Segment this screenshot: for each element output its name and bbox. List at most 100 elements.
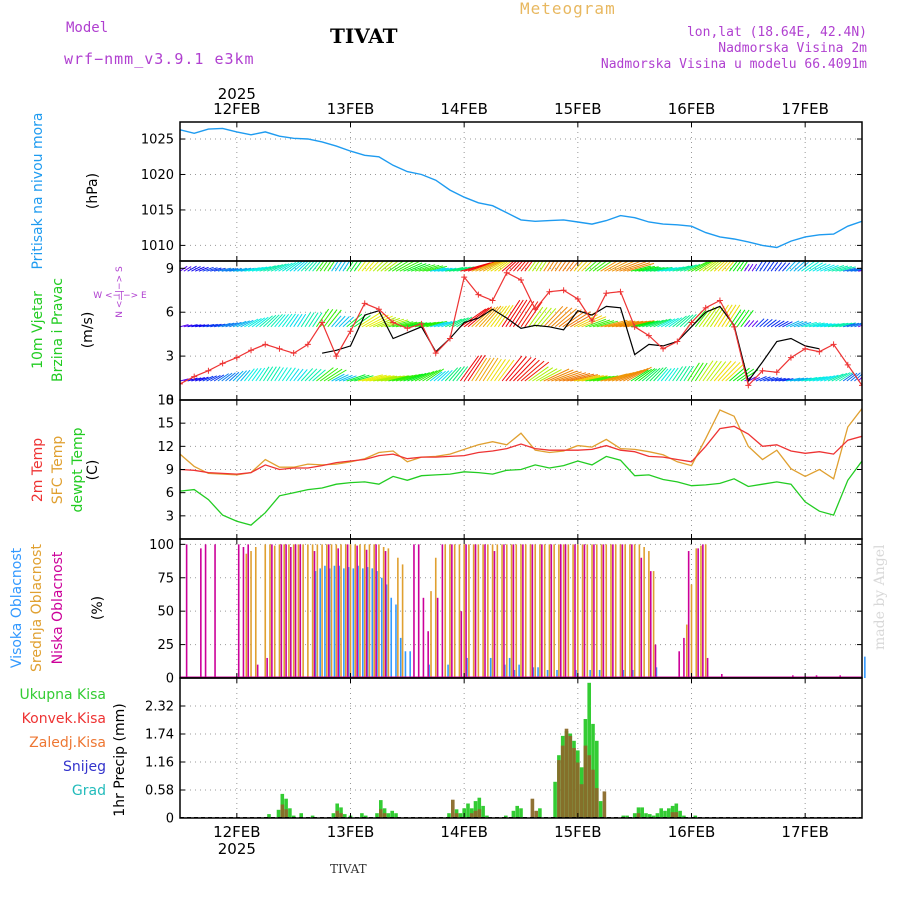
precip-convective-bar <box>451 799 455 818</box>
wind-direction-arrow <box>744 319 751 328</box>
wind-direction-arrow <box>766 319 777 328</box>
wind-direction-arrow <box>463 355 483 382</box>
wind-direction-arrow <box>391 261 410 272</box>
model-altitude-label: Nadmorska Visina u modelu 66.4091m <box>600 57 867 72</box>
precip-total-bar <box>648 814 652 818</box>
wind-direction-arrow <box>452 266 471 272</box>
wind-direction-arrow <box>846 322 860 328</box>
precip-total-bar <box>667 808 671 818</box>
wind-direction-arrow <box>729 367 746 382</box>
wind-direction-arrow <box>452 366 465 382</box>
wind-speed-marker <box>191 373 198 380</box>
precip-convective-bar <box>379 809 383 818</box>
wind-direction-arrow <box>353 261 363 272</box>
wind-direction-arrow <box>448 366 462 382</box>
wind-direction-arrow <box>823 374 839 382</box>
wind-direction-arrow <box>535 307 552 328</box>
wind-direction-arrow <box>630 369 649 382</box>
wind-direction-arrow <box>835 372 851 382</box>
wind-direction-arrow <box>842 267 856 272</box>
wind-direction-arrow <box>854 373 862 382</box>
wind-direction-arrow <box>732 367 750 382</box>
wind-direction-arrow <box>338 374 353 382</box>
wind-direction-arrow <box>683 313 697 328</box>
wind-direction-arrow <box>278 367 288 382</box>
wind-direction-arrow <box>392 321 414 328</box>
wind-direction-arrow <box>191 266 201 272</box>
wind-direction-arrow <box>626 366 652 382</box>
wind-direction-arrow <box>513 261 524 272</box>
wind-direction-arrow <box>361 313 385 328</box>
wind-direction-arrow <box>850 322 862 328</box>
wind-direction-arrow <box>528 306 544 328</box>
wind-direction-arrow <box>854 323 862 328</box>
y-tick-label: 100 <box>149 538 174 553</box>
wind-direction-arrow <box>308 368 322 382</box>
precip-total-bar <box>276 809 281 818</box>
wind-direction-arrow <box>577 375 604 382</box>
wind-direction-arrow <box>755 318 765 328</box>
precip-total-bar <box>670 805 675 818</box>
dewpoint-title: dewpt Temp <box>70 427 86 512</box>
wind-direction-arrow <box>221 267 235 272</box>
wind-direction-arrow <box>395 261 416 272</box>
wind-direction-arrow <box>278 262 293 272</box>
wind-direction-arrow <box>240 319 254 328</box>
wind-direction-arrow <box>554 261 563 272</box>
wind-direction-arrow <box>816 375 832 382</box>
wind-direction-arrow <box>547 369 574 382</box>
wind-direction-arrow <box>410 263 431 272</box>
wind-direction-arrow <box>619 368 646 382</box>
wind-direction-arrow <box>194 266 205 272</box>
wind-direction-arrow <box>589 319 611 328</box>
cloud-high-title: Visoka Oblacnost <box>9 547 25 668</box>
wind-direction-arrow <box>808 376 825 382</box>
wind-direction-arrow <box>539 308 557 328</box>
product-title: Meteogram <box>520 0 616 18</box>
wind-speed-marker <box>304 341 311 348</box>
wind-direction-arrow <box>414 321 436 328</box>
wind-direction-arrow <box>195 377 205 382</box>
wind-direction-arrow <box>274 314 286 328</box>
wind-direction-arrow <box>206 323 218 328</box>
wind-direction-arrow <box>497 261 513 272</box>
wind-direction-arrow <box>372 261 385 272</box>
wind-direction-arrow <box>736 261 745 272</box>
precip-total-bar <box>331 813 336 818</box>
wind-direction-arrow <box>717 261 729 272</box>
y-tick-label: 6 <box>166 306 174 321</box>
wind-direction-arrow <box>861 380 862 381</box>
wind-direction-arrow <box>213 374 225 382</box>
wind-direction-arrow <box>774 377 786 382</box>
wind-direction-arrow <box>202 375 214 382</box>
wind-direction-arrow <box>835 266 852 272</box>
wind-direction-arrow <box>327 261 336 272</box>
wind-direction-arrow <box>801 321 817 328</box>
wind-direction-arrow <box>433 370 446 382</box>
panel-frame <box>179 677 863 819</box>
precip-unit: 1hr Precip (mm) <box>112 703 128 816</box>
wind-direction-arrow <box>736 309 750 328</box>
precip-total-bar <box>288 808 292 818</box>
wind-direction-arrow <box>797 321 812 328</box>
wind-direction-arrow <box>444 367 459 382</box>
wind-direction-arrow <box>312 261 322 272</box>
wind-direction-arrow <box>323 309 338 328</box>
wind-direction-arrow <box>459 355 480 382</box>
wind-direction-arrow <box>607 371 635 382</box>
wind-direction-arrow <box>217 373 229 382</box>
y-tick-label: 1.16 <box>145 756 174 771</box>
wind-direction-arrow <box>570 374 599 382</box>
y-tick-label: 6 <box>166 486 174 501</box>
wind-speed-marker <box>461 274 468 281</box>
wind-direction-arrow <box>702 306 718 328</box>
wind-speed-marker <box>816 348 823 355</box>
wind-direction-arrow <box>785 261 797 272</box>
wind-direction-arrow <box>210 323 222 328</box>
wind-direction-arrow <box>604 320 632 328</box>
wind-direction-arrow <box>315 308 330 328</box>
wind-direction-arrow <box>429 322 445 328</box>
compass-ns: N <−|−> S <box>115 266 125 318</box>
precip-total-bar <box>640 807 644 818</box>
wind-direction-arrow <box>649 267 669 272</box>
